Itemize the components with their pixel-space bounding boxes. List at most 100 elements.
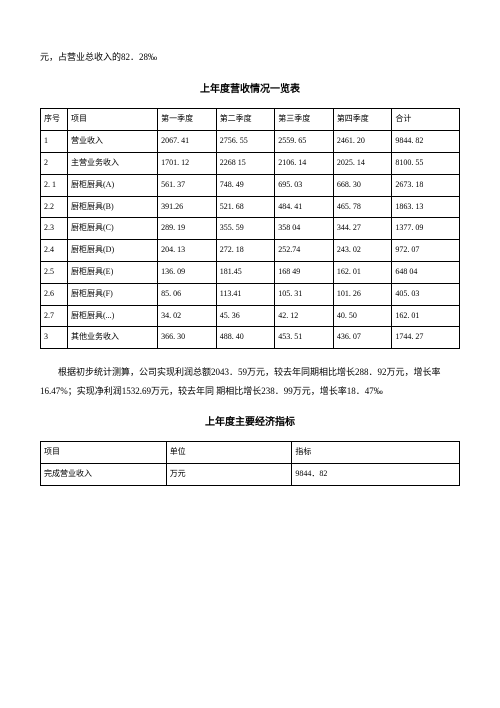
cell: 厨柜厨具(A) [68, 174, 158, 196]
cell: 3 [41, 327, 68, 349]
cell: 252.74 [275, 240, 334, 262]
cell: 厨柜厨具(B) [68, 196, 158, 218]
body-paragraph: 根据初步统计测算，公司实现利润总额2043．59万元，较去年同期相比增长288．… [40, 363, 460, 401]
header-cell: 单位 [166, 441, 292, 463]
cell: 162. 01 [333, 261, 392, 283]
table1-title: 上年度营收情况一览表 [40, 82, 460, 98]
table-row: 2.3厨柜厨具(C)289. 19355. 59358 04344. 27137… [41, 218, 460, 240]
cell: 85. 06 [158, 283, 217, 305]
table2-title: 上年度主要经济指标 [40, 415, 460, 431]
cell: 1 [41, 131, 68, 153]
header-cell: 项目 [68, 109, 158, 131]
cell: 648 04 [392, 261, 460, 283]
cell: 162. 01 [392, 305, 460, 327]
table-header-row: 序号 项目 第一季度 第二季度 第三季度 第四季度 合计 [41, 109, 460, 131]
cell: 453. 51 [275, 327, 334, 349]
cell: 厨柜厨具(...) [68, 305, 158, 327]
cell: 561. 37 [158, 174, 217, 196]
intro-text: 元，占营业总收入的82．28‰ [40, 50, 460, 64]
table-row: 2.7厨柜厨具(...)34. 0245. 3642. 1240. 50162.… [41, 305, 460, 327]
cell: 2106. 14 [275, 152, 334, 174]
cell: 40. 50 [333, 305, 392, 327]
cell: 1744. 27 [392, 327, 460, 349]
cell: 完成营业收入 [41, 463, 167, 485]
cell: 2025. 14 [333, 152, 392, 174]
cell: 其他业务收入 [68, 327, 158, 349]
cell: 厨柜厨具(F) [68, 283, 158, 305]
cell: 465. 78 [333, 196, 392, 218]
table-header-row: 项目 单位 指标 [41, 441, 460, 463]
cell: 272. 18 [216, 240, 275, 262]
header-cell: 第二季度 [216, 109, 275, 131]
cell: 521. 68 [216, 196, 275, 218]
table-row: 2.2厨柜厨具(B)391.26521. 68484. 41465. 78186… [41, 196, 460, 218]
cell: 万元 [166, 463, 292, 485]
cell: 2.5 [41, 261, 68, 283]
header-cell: 合计 [392, 109, 460, 131]
table-row: 1营业收入2067. 412756. 552559. 652461. 20984… [41, 131, 460, 153]
cell: 2756. 55 [216, 131, 275, 153]
cell: 972. 07 [392, 240, 460, 262]
cell: 101. 26 [333, 283, 392, 305]
cell: 243. 02 [333, 240, 392, 262]
cell: 436. 07 [333, 327, 392, 349]
cell: 105. 31 [275, 283, 334, 305]
cell: 1377. 09 [392, 218, 460, 240]
cell: 2.4 [41, 240, 68, 262]
cell: 113.41 [216, 283, 275, 305]
cell: 695. 03 [275, 174, 334, 196]
cell: 748. 49 [216, 174, 275, 196]
cell: 42. 12 [275, 305, 334, 327]
cell: 2. 1 [41, 174, 68, 196]
cell: 344. 27 [333, 218, 392, 240]
indicator-table: 项目 单位 指标 完成营业收入 万元 9844．82 [40, 441, 460, 486]
table-row: 2.4厨柜厨具(D)204. 13272. 18252.74243. 02972… [41, 240, 460, 262]
cell: 204. 13 [158, 240, 217, 262]
table-row: 2.5厨柜厨具(E)136. 09181.45168 49162. 01648 … [41, 261, 460, 283]
cell: 2559. 65 [275, 131, 334, 153]
table-row: 2.6厨柜厨具(F)85. 06113.41105. 31101. 26405.… [41, 283, 460, 305]
revenue-table: 序号 项目 第一季度 第二季度 第三季度 第四季度 合计 1营业收入2067. … [40, 108, 460, 349]
cell: 391.26 [158, 196, 217, 218]
cell: 厨柜厨具(C) [68, 218, 158, 240]
cell: 9844．82 [292, 463, 460, 485]
cell: 厨柜厨具(D) [68, 240, 158, 262]
cell: 1863. 13 [392, 196, 460, 218]
cell: 668. 30 [333, 174, 392, 196]
cell: 366. 30 [158, 327, 217, 349]
cell: 主营业务收入 [68, 152, 158, 174]
cell: 2.3 [41, 218, 68, 240]
cell: 营业收入 [68, 131, 158, 153]
cell: 405. 03 [392, 283, 460, 305]
table-row: 3其他业务收入366. 30488. 40453. 51436. 071744.… [41, 327, 460, 349]
cell: 8100. 55 [392, 152, 460, 174]
cell: 358 04 [275, 218, 334, 240]
cell: 34. 02 [158, 305, 217, 327]
cell: 289. 19 [158, 218, 217, 240]
cell: 1701. 12 [158, 152, 217, 174]
header-cell: 第四季度 [333, 109, 392, 131]
header-cell: 指标 [292, 441, 460, 463]
cell: 9844. 82 [392, 131, 460, 153]
table-row: 完成营业收入 万元 9844．82 [41, 463, 460, 485]
header-cell: 序号 [41, 109, 68, 131]
cell: 136. 09 [158, 261, 217, 283]
cell: 2268 15 [216, 152, 275, 174]
cell: 488. 40 [216, 327, 275, 349]
cell: 2.7 [41, 305, 68, 327]
cell: 355. 59 [216, 218, 275, 240]
cell: 2.6 [41, 283, 68, 305]
cell: 168 49 [275, 261, 334, 283]
header-cell: 项目 [41, 441, 167, 463]
header-cell: 第一季度 [158, 109, 217, 131]
cell: 181.45 [216, 261, 275, 283]
cell: 2067. 41 [158, 131, 217, 153]
cell: 484. 41 [275, 196, 334, 218]
table-row: 2主营业务收入1701. 122268 152106. 142025. 1481… [41, 152, 460, 174]
cell: 2.2 [41, 196, 68, 218]
cell: 2 [41, 152, 68, 174]
cell: 2461. 20 [333, 131, 392, 153]
cell: 45. 36 [216, 305, 275, 327]
header-cell: 第三季度 [275, 109, 334, 131]
cell: 2673. 18 [392, 174, 460, 196]
